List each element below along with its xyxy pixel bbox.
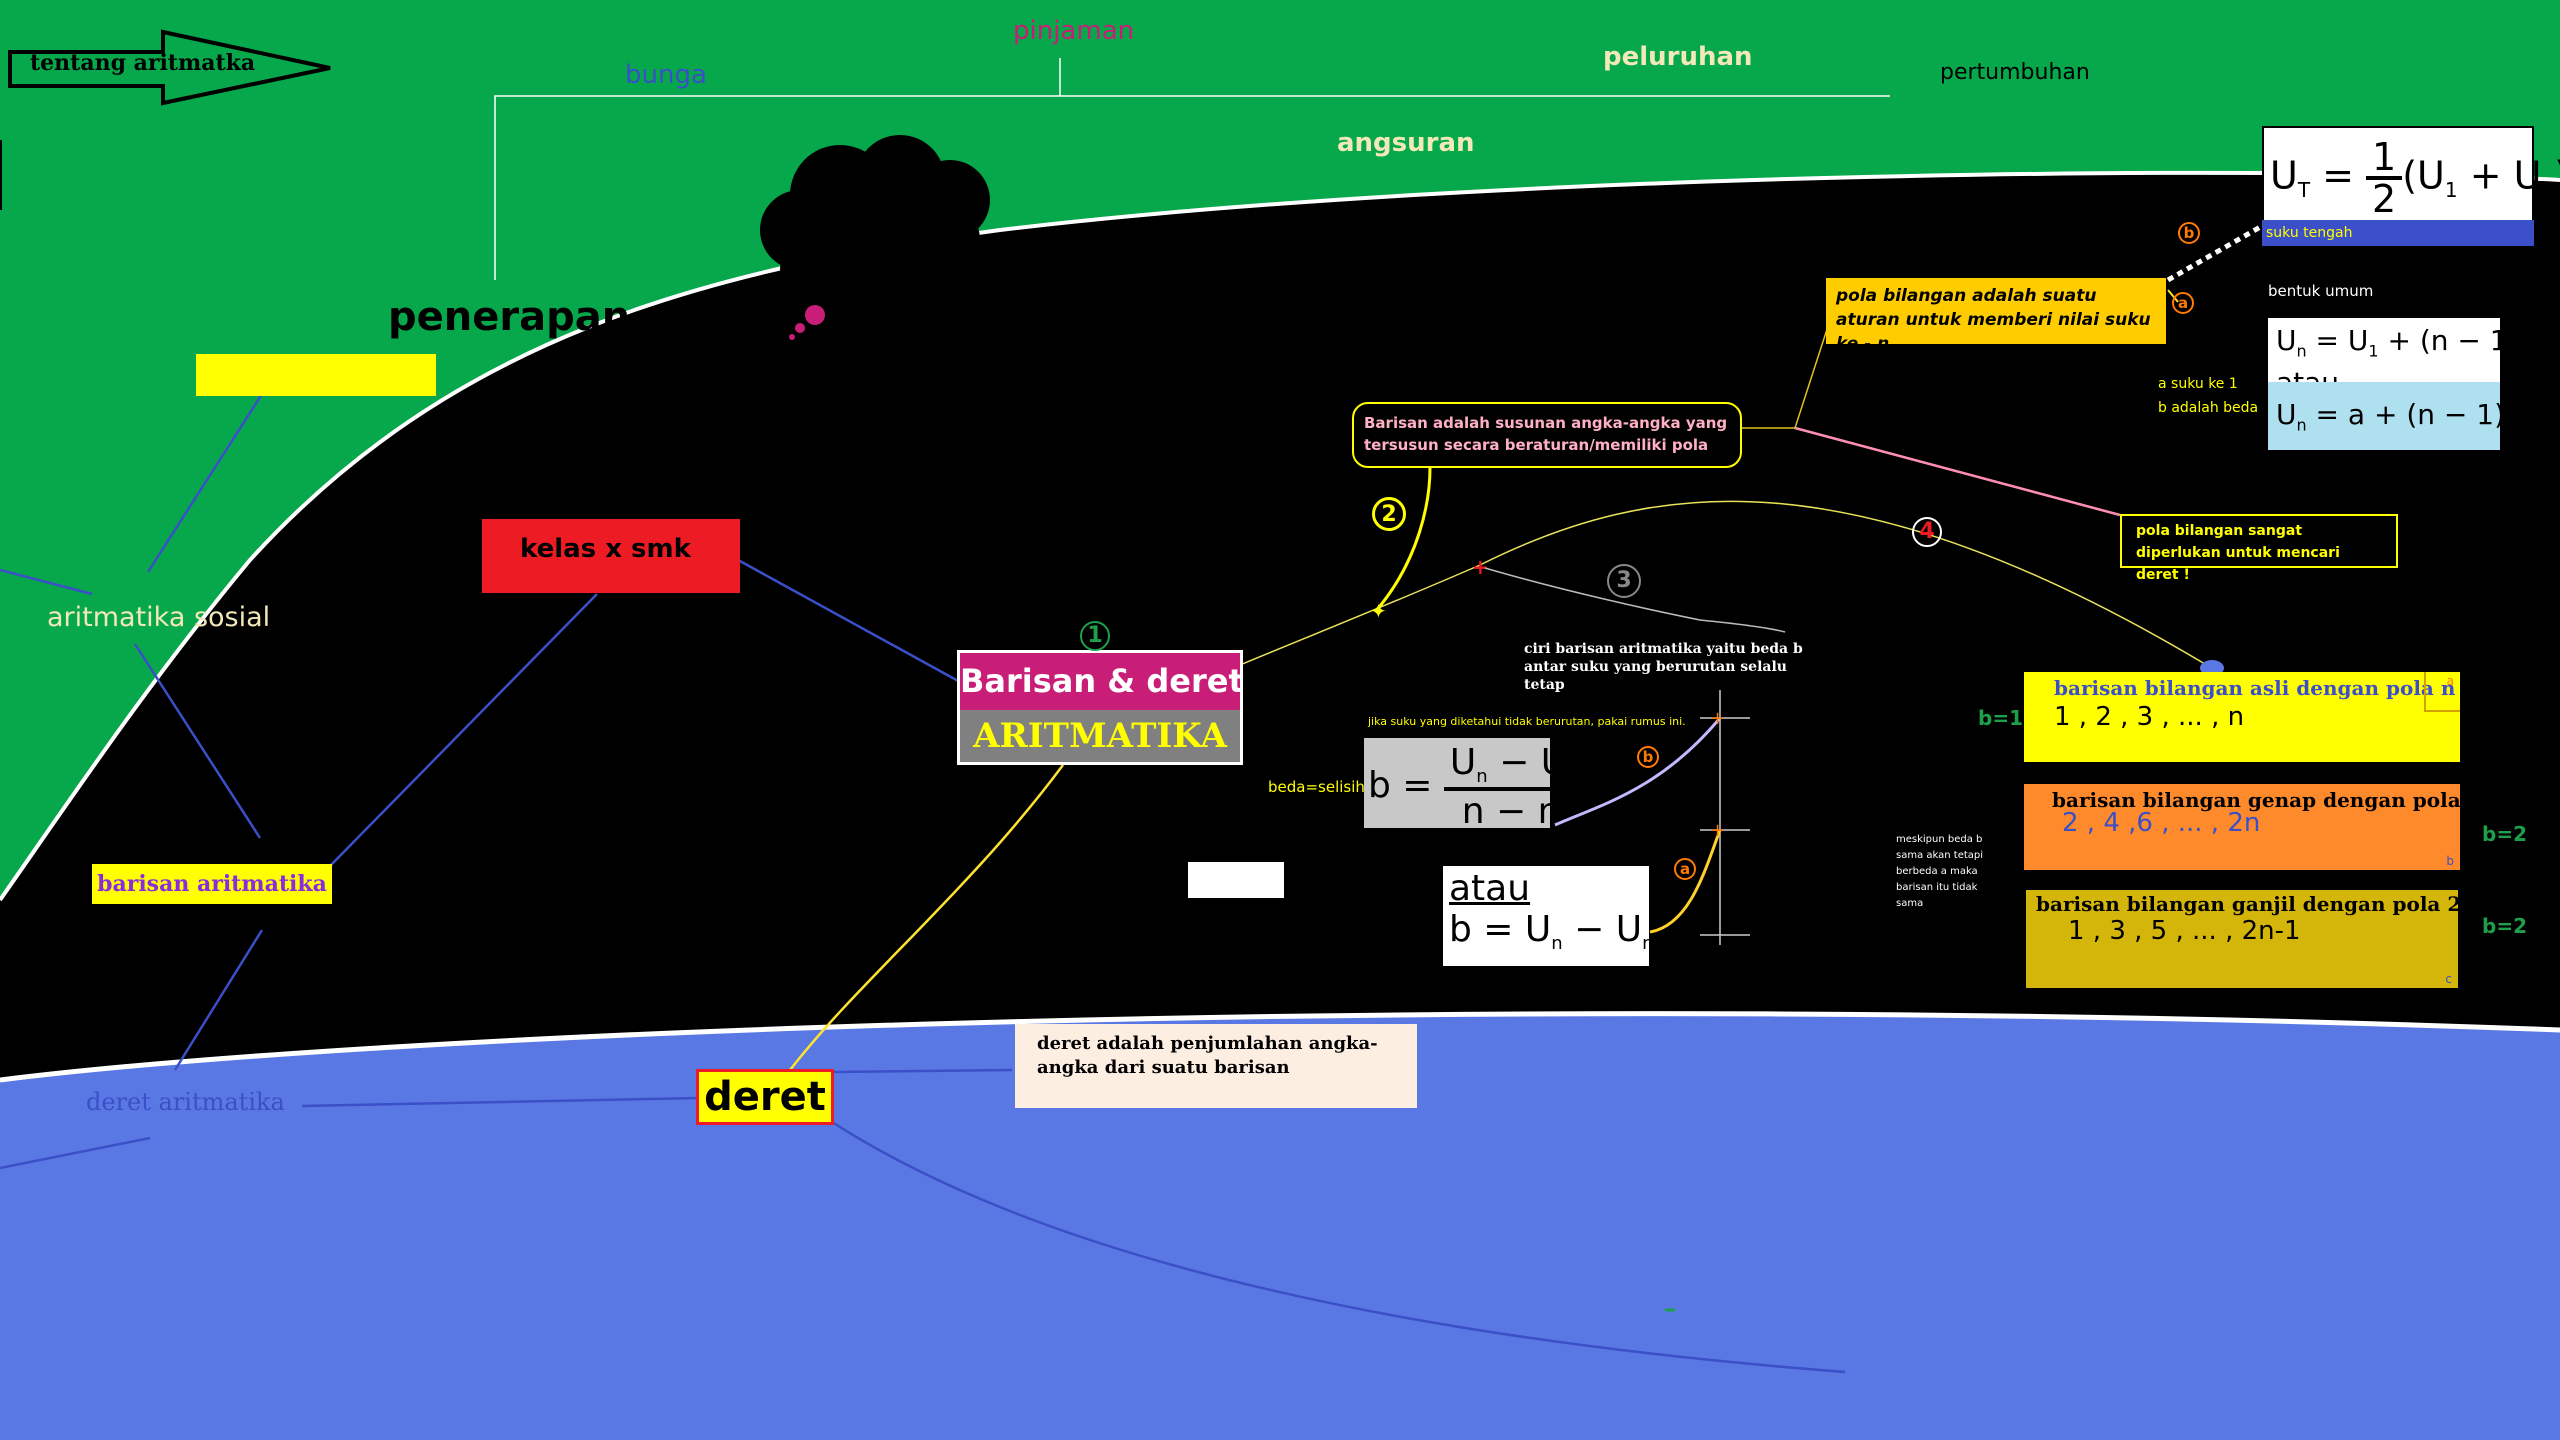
barisan-aritmatika-node[interactable]: barisan aritmatika xyxy=(92,864,332,904)
label-angsuran: angsuran xyxy=(1337,128,1475,158)
deret-aritmatika-node[interactable]: deret aritmatika xyxy=(86,1088,285,1116)
label-peluruhan: peluruhan xyxy=(1603,42,1753,72)
kelas-node[interactable]: kelas x smk xyxy=(482,519,740,593)
b-value-1: b=1 xyxy=(1978,706,2023,730)
marker-4: 4 xyxy=(1912,517,1942,547)
marker-a-mid: a xyxy=(1674,858,1696,880)
svg-text:+: + xyxy=(1710,820,1725,841)
marker-3: 3 xyxy=(1607,564,1641,598)
central-line2: ARITMATIKA xyxy=(960,710,1240,762)
pattern-box-ganjil[interactable]: barisan bilangan ganjil dengan pola 2n-1… xyxy=(2026,890,2498,988)
b-value-3: b=2 xyxy=(2482,914,2527,938)
b-value-2: b=2 xyxy=(2482,822,2527,846)
marker-b-mid: b xyxy=(1637,746,1659,768)
ciri-text: ciri barisan aritmatika yaitu beda b ant… xyxy=(1524,641,1803,693)
beda-label: beda=selisih xyxy=(1268,778,1365,796)
bentuk-umum-label: bentuk umum xyxy=(2268,282,2374,300)
blue-region xyxy=(0,1013,2560,1440)
meskipun-text: meskipun beda b sama akan tetapi berbeda… xyxy=(1896,834,1984,909)
marker-b-top: b xyxy=(2178,222,2200,244)
pola-need-box: pola bilangan sangat diperlukan untuk me… xyxy=(2120,514,2398,583)
label-bunga: bunga xyxy=(625,60,707,90)
svg-text:+: + xyxy=(1472,555,1489,579)
ut-formula: UT = 12(U1 + Un) xyxy=(2262,126,2560,226)
deret-definition: deret adalah penjumlahan angka-angka dar… xyxy=(1015,1024,1417,1108)
tentang-label[interactable]: tentang aritmatka xyxy=(30,50,256,76)
jika-text: jika suku yang diketahui tidak berurutan… xyxy=(1368,715,1686,728)
label-penerapan: penerapan xyxy=(388,294,631,340)
label-pinjaman: pinjaman xyxy=(1013,16,1135,46)
central-node[interactable]: Barisan & deret ARITMATIKA xyxy=(957,650,1244,765)
yellow-rect xyxy=(196,354,436,396)
thought-cloud xyxy=(760,135,990,340)
green-region xyxy=(0,0,2560,900)
pattern-box-asli[interactable]: barisan bilangan asli dengan pola n 1 , … xyxy=(2024,672,2460,762)
atau-formula: atau b = Un − Un−1 xyxy=(1443,866,1680,966)
b-note: b adalah beda xyxy=(2158,400,2259,416)
un-formula: Un = U1 + (n − 1).b atau Un = a + (n − 1… xyxy=(2268,318,2545,450)
marker-1: 1 xyxy=(1080,621,1110,651)
pattern-box-genap[interactable]: barisan bilangan genap dengan pola 2n 2 … xyxy=(2024,784,2496,870)
ut-caption: suku tengah xyxy=(2262,220,2534,246)
barisan-definition: Barisan adalah susunan angka-angka yang … xyxy=(1352,402,1742,468)
marker-2: 2 xyxy=(1372,497,1406,531)
central-line1: Barisan & deret xyxy=(960,653,1244,710)
blue-boundary-line xyxy=(0,1011,2560,1083)
top-bracket xyxy=(494,58,1890,280)
pola-definition: pola bilangan adalah suatu aturan untuk … xyxy=(1826,278,2166,354)
tentang-arrow xyxy=(8,29,331,106)
label-pertumbuhan: pertumbuhan xyxy=(1940,60,2090,85)
deret-node[interactable]: deret xyxy=(696,1069,834,1125)
label-aritmatika-sosial: aritmatika sosial xyxy=(47,602,271,633)
a-note: a suku ke 1 xyxy=(2158,376,2238,392)
white-rect xyxy=(1188,862,1284,898)
svg-text:✦: ✦ xyxy=(1370,599,1387,623)
svg-text:+: + xyxy=(1710,708,1725,729)
b-formula: b = Un − Umn − m xyxy=(1364,738,1550,828)
marker-a-top: a xyxy=(2172,292,2194,314)
